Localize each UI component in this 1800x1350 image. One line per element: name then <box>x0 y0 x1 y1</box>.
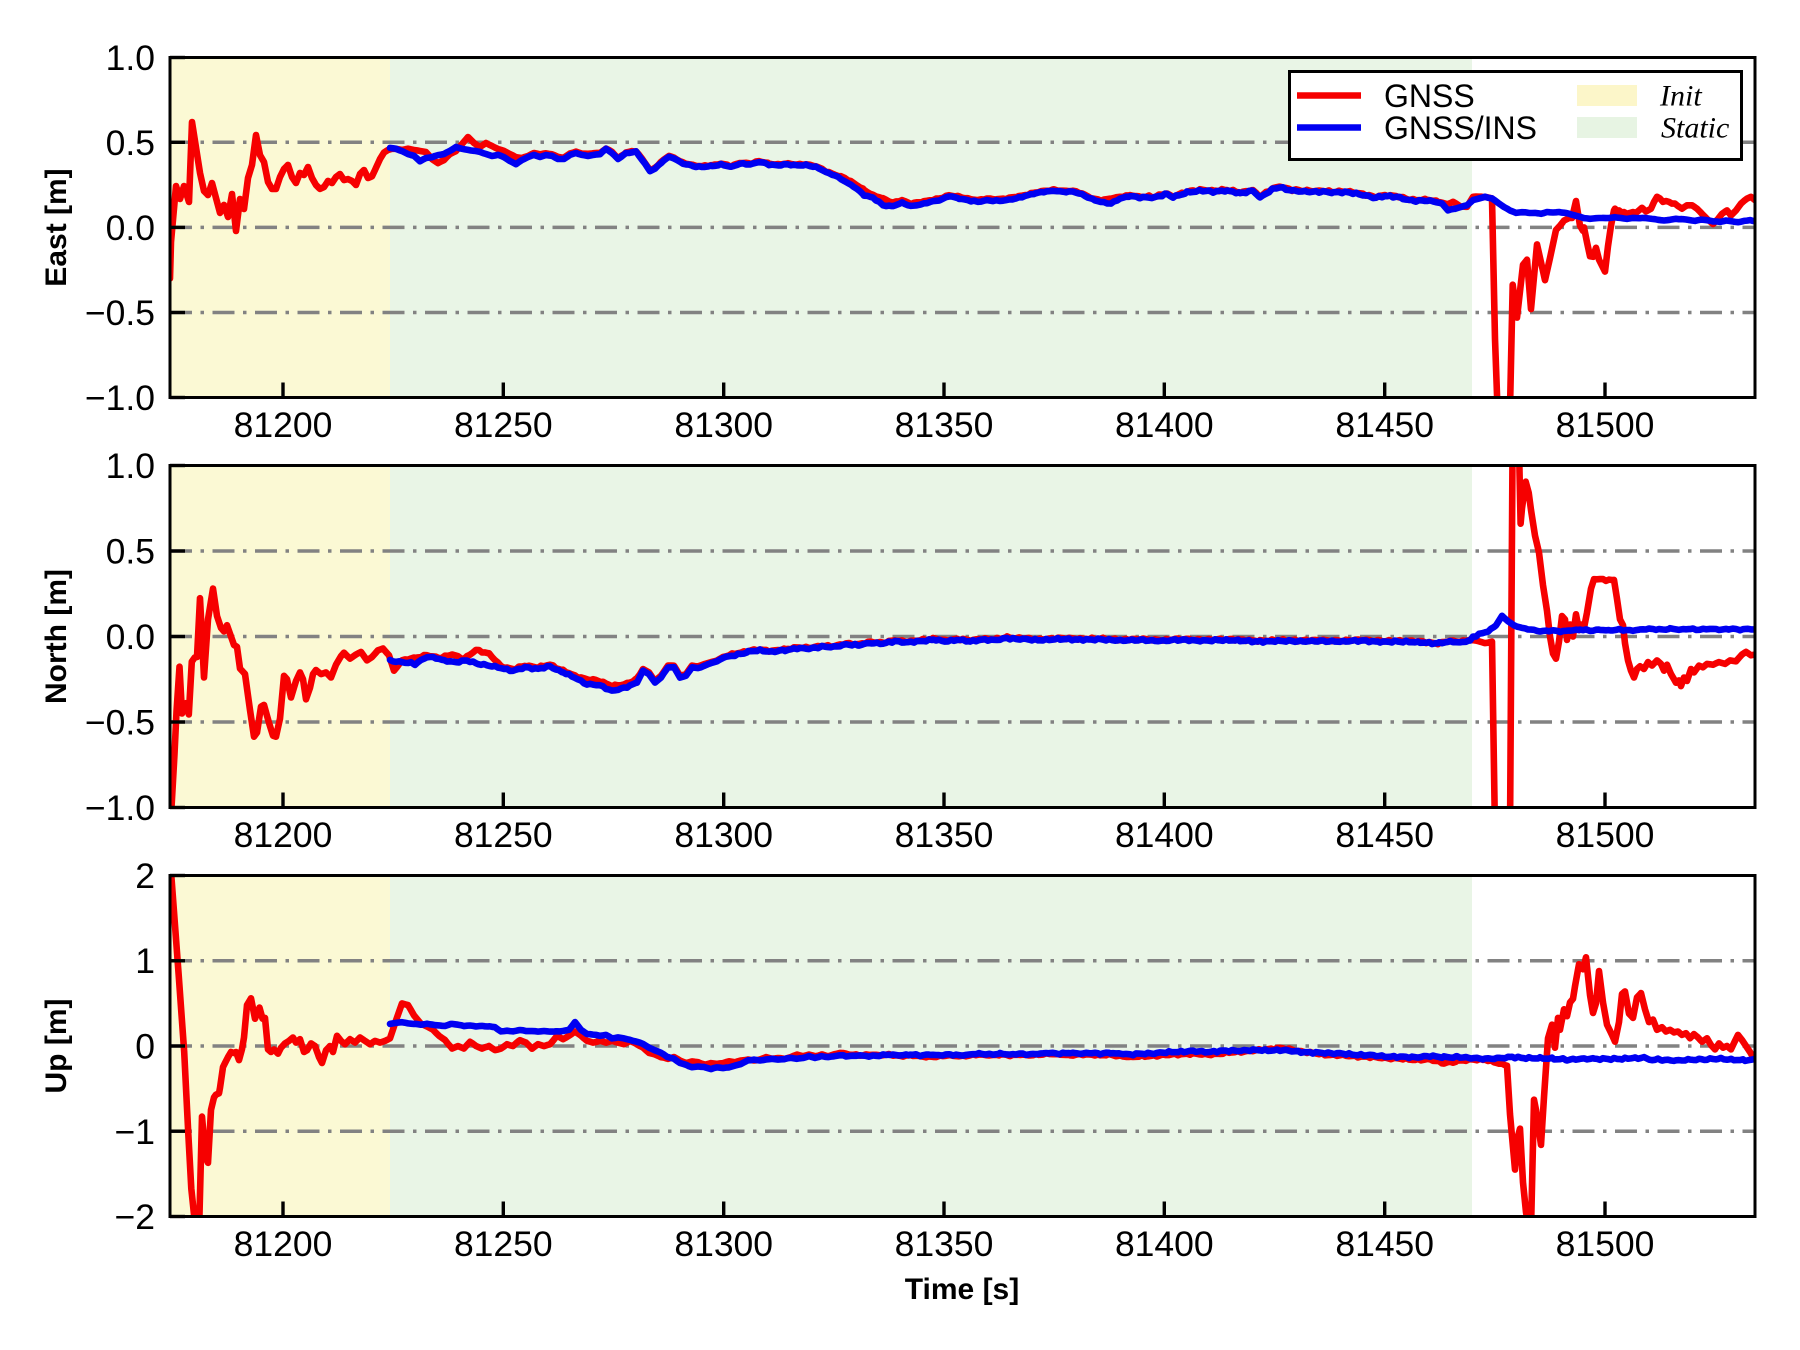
svg-text:81450: 81450 <box>1335 815 1434 855</box>
svg-text:81400: 81400 <box>1115 815 1214 855</box>
svg-text:0: 0 <box>135 1027 155 1067</box>
svg-text:81350: 81350 <box>895 815 994 855</box>
svg-text:1.0: 1.0 <box>106 38 155 78</box>
svg-text:81300: 81300 <box>674 815 773 855</box>
svg-text:81400: 81400 <box>1115 1224 1214 1264</box>
svg-text:0.0: 0.0 <box>106 208 155 248</box>
svg-text:−2: −2 <box>115 1197 155 1237</box>
svg-text:81400: 81400 <box>1115 405 1214 445</box>
svg-text:GNSS/INS: GNSS/INS <box>1384 110 1537 146</box>
svg-text:GNSS: GNSS <box>1384 78 1475 114</box>
svg-text:81500: 81500 <box>1556 1224 1655 1264</box>
svg-text:1: 1 <box>135 941 155 981</box>
svg-text:Static: Static <box>1661 112 1729 145</box>
svg-text:−0.5: −0.5 <box>85 703 155 743</box>
svg-text:North [m]: North [m] <box>40 569 73 704</box>
svg-text:81300: 81300 <box>674 1224 773 1264</box>
svg-text:−1.0: −1.0 <box>85 788 155 828</box>
svg-text:−0.5: −0.5 <box>85 293 155 333</box>
svg-text:81250: 81250 <box>454 405 553 445</box>
svg-text:0.0: 0.0 <box>106 617 155 657</box>
svg-text:81350: 81350 <box>895 1224 994 1264</box>
svg-text:Time [s]: Time [s] <box>905 1273 1019 1306</box>
svg-text:81300: 81300 <box>674 405 773 445</box>
svg-text:1.0: 1.0 <box>106 446 155 486</box>
svg-text:81200: 81200 <box>234 1224 333 1264</box>
svg-text:81350: 81350 <box>895 405 994 445</box>
svg-text:81450: 81450 <box>1335 405 1434 445</box>
svg-text:2: 2 <box>135 856 155 896</box>
svg-text:−1.0: −1.0 <box>85 378 155 418</box>
svg-text:0.5: 0.5 <box>106 123 155 163</box>
svg-text:81500: 81500 <box>1556 405 1655 445</box>
svg-text:81450: 81450 <box>1335 1224 1434 1264</box>
svg-text:81200: 81200 <box>234 405 333 445</box>
svg-text:81250: 81250 <box>454 815 553 855</box>
svg-text:81500: 81500 <box>1556 815 1655 855</box>
svg-text:East [m]: East [m] <box>40 168 73 286</box>
svg-text:0.5: 0.5 <box>106 532 155 572</box>
svg-text:81250: 81250 <box>454 1224 553 1264</box>
svg-text:−1: −1 <box>115 1112 155 1152</box>
svg-text:81200: 81200 <box>234 815 333 855</box>
svg-text:Up [m]: Up [m] <box>40 999 73 1094</box>
svg-text:Init: Init <box>1659 80 1702 113</box>
